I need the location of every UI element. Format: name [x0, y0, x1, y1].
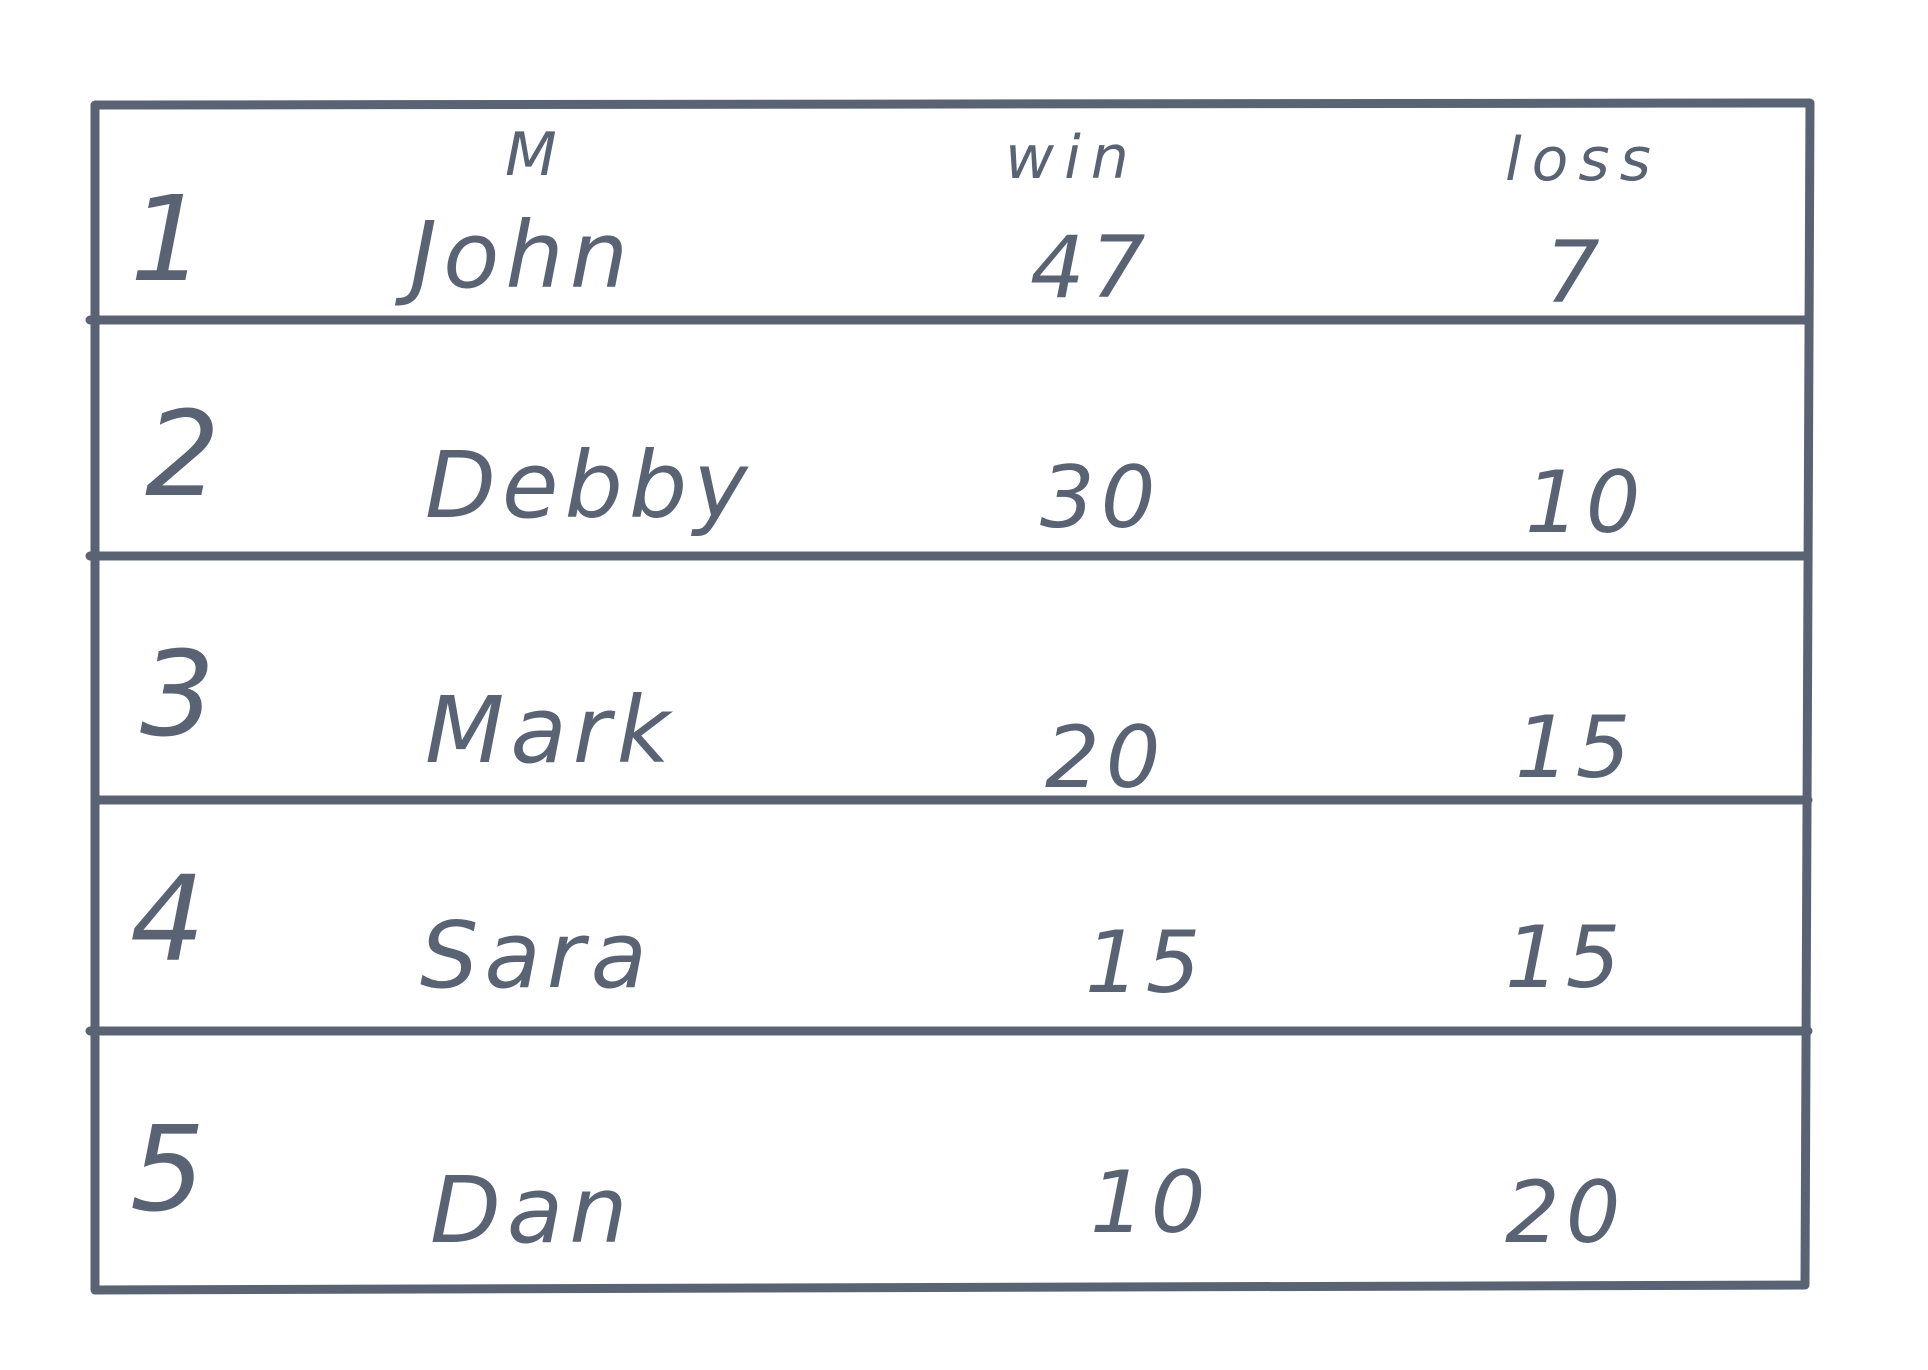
name-cell: Sara: [420, 902, 653, 1009]
win-cell: 47: [1030, 218, 1152, 318]
win-cell: 15: [1085, 913, 1207, 1013]
win-cell: 10: [1090, 1153, 1212, 1253]
loss-cell: 15: [1505, 908, 1627, 1008]
header-name: M: [505, 120, 567, 190]
name-cell: Debby: [425, 432, 754, 539]
header-win: win: [1005, 123, 1139, 193]
name-cell: Dan: [430, 1157, 634, 1264]
name-cell: Mark: [425, 677, 676, 784]
header-loss: loss: [1505, 125, 1661, 195]
rank-cell: 4: [130, 850, 212, 988]
win-cell: 30: [1040, 448, 1162, 548]
loss-cell: 7: [1545, 223, 1606, 323]
rank-cell: 1: [130, 170, 212, 308]
loss-cell: 15: [1515, 698, 1637, 798]
rank-cell: 2: [145, 385, 227, 523]
name-cell: John: [410, 202, 635, 309]
table-border: [90, 98, 1815, 1295]
rank-cell: 5: [130, 1100, 212, 1238]
win-cell: 20: [1045, 708, 1167, 808]
loss-cell: 10: [1525, 453, 1647, 553]
loss-cell: 20: [1505, 1163, 1627, 1263]
rank-cell: 3: [140, 625, 222, 763]
